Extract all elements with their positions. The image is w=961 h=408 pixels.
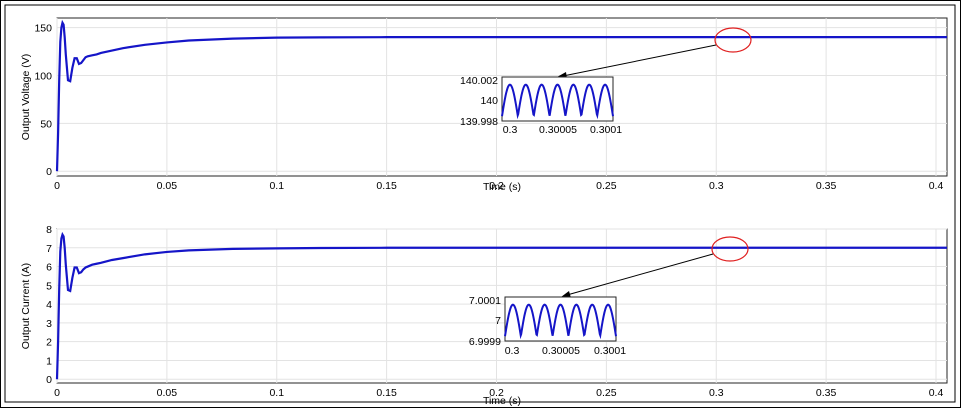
voltage-inset-xtick-0: 0.3: [503, 124, 518, 136]
current-inset-ripple: [504, 303, 617, 340]
current-xtick-label: 0.2: [489, 387, 504, 399]
voltage-series-line: [55, 19, 947, 172]
current-inset-xtick-2: 0.3001: [594, 345, 626, 357]
current-xtick-label: 0.05: [157, 387, 178, 399]
voltage-ticks: 0 0.05 0.1 0.15 0.2 0.25 0.3 0.35 0.4 0 50 100 150: [34, 23, 943, 192]
current-inset-xtick-0: 0.3: [505, 345, 520, 357]
current-ytick-label: 0: [46, 374, 52, 386]
voltage-xtick-label: 0: [54, 180, 60, 192]
current-xtick-label: 0.25: [596, 387, 617, 399]
current-series-line: [55, 231, 947, 380]
current-ytick-label: 4: [46, 299, 52, 311]
voltage-grid: [56, 18, 947, 176]
voltage-ytick-label: 0: [46, 166, 52, 178]
voltage-xtick-label: 0.05: [157, 180, 178, 192]
voltage-xtick-label: 0.3: [709, 180, 724, 192]
voltage-ytick-label: 150: [34, 23, 52, 35]
voltage-xlabel: Time (s): [483, 181, 521, 193]
current-xtick-label: 0.3: [709, 387, 724, 399]
voltage-xtick-label: 0.25: [596, 180, 617, 192]
current-zoom-arrowhead: [561, 291, 571, 298]
voltage-zoom-circle: [714, 27, 752, 53]
current-xtick-label: 0.1: [269, 387, 284, 399]
voltage-xtick-label: 0.1: [269, 180, 284, 192]
current-ytick-label: 6: [46, 262, 52, 274]
current-xtick-label: 0: [54, 387, 60, 399]
current-inset-ytick-mid: 7: [495, 315, 501, 327]
current-ytick-label: 8: [46, 224, 52, 236]
voltage-zoom-arrow: [562, 44, 717, 77]
voltage-xtick-label: 0.35: [816, 180, 837, 192]
voltage-ylabel: Output Voltage (V): [20, 54, 32, 140]
current-plot-area: [56, 228, 948, 384]
current-ytick-label: 7: [46, 243, 52, 255]
current-zoom-arrow: [566, 253, 714, 296]
current-xlabel: Time (s): [483, 395, 521, 407]
voltage-xtick-label: 0.15: [376, 180, 397, 192]
current-inset-ytick-bottom: 6.9999: [469, 336, 501, 348]
voltage-ytick-label: 100: [34, 70, 52, 82]
current-ytick-label: 2: [46, 337, 52, 349]
voltage-inset-ytick-bottom: 139.998: [460, 116, 498, 128]
voltage-inset-ytick-mid: 140: [480, 95, 498, 107]
voltage-inset-ytick-top: 140.002: [460, 75, 498, 87]
voltage-xtick-label: 0.4: [929, 180, 944, 192]
current-grid: [56, 228, 947, 383]
voltage-xtick-label: 0.2: [489, 180, 504, 192]
current-inset-xtick-1: 0.30005: [542, 345, 580, 357]
current-zoom-circle: [711, 236, 749, 262]
current-xtick-label: 0.35: [816, 387, 837, 399]
current-xtick-label: 0.4: [929, 387, 944, 399]
voltage-inset-xtick-1: 0.30005: [539, 124, 577, 136]
current-xtick-label: 0.15: [376, 387, 397, 399]
current-ylabel: Output Current (A): [20, 263, 32, 349]
voltage-inset-ripple: [501, 83, 614, 120]
current-ticks: 0 0.05 0.1 0.15 0.2 0.25 0.3 0.35 0.4 0 1 2 3 4 5 6 7 8: [46, 224, 943, 399]
current-ytick-label: 3: [46, 318, 52, 330]
current-ytick-label: 1: [46, 355, 52, 367]
current-ytick-label: 5: [46, 280, 52, 292]
voltage-inset: 140.002 140 139.998 0.3 0.30005 0.3001: [460, 75, 622, 136]
current-inset: 7.0001 7 6.9999 0.3 0.30005 0.3001: [469, 295, 626, 357]
voltage-inset-xtick-2: 0.3001: [590, 124, 622, 136]
voltage-ytick-label: 50: [40, 118, 52, 130]
voltage-plot: 0 0.05 0.1 0.15 0.2 0.25 0.3 0.35 0.4 0 50 100 150 T…: [20, 17, 948, 193]
current-inset-ytick-top: 7.0001: [469, 295, 501, 307]
current-plot: 0 0.05 0.1 0.15 0.2 0.25 0.3 0.35 0.4 0 1 2 3 4 5 6 7 8 T…: [20, 224, 948, 407]
